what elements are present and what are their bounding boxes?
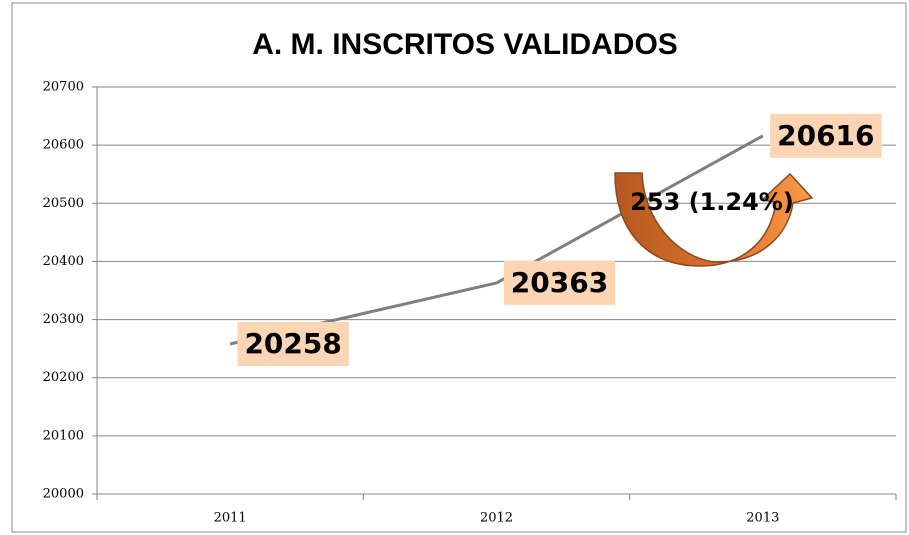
y-tick-label: 20200	[43, 370, 84, 385]
y-tick-label: 20600	[43, 138, 84, 153]
chart: A. M. INSCRITOS VALIDADOS 20000 20100 2020…	[0, 0, 909, 535]
data-label: 20616	[777, 119, 874, 152]
annotation: 253 (1.24%)	[630, 188, 794, 216]
chart-title: A. M. INSCRITOS VALIDADOS	[252, 28, 678, 61]
x-tick-label: 2011	[214, 511, 247, 526]
y-tick-label: 20100	[43, 428, 84, 443]
x-tick-label: 2012	[480, 511, 513, 526]
y-tick-label: 20700	[43, 80, 84, 95]
y-tick-label: 20000	[43, 487, 84, 502]
x-tick-label: 2013	[746, 511, 779, 526]
data-label: 20363	[511, 266, 608, 299]
y-tick-label: 20300	[43, 312, 84, 327]
data-label: 20258	[244, 327, 341, 360]
data-label-group: 20258	[237, 322, 348, 366]
data-label-group: 20616	[770, 114, 881, 158]
data-label-group: 20363	[504, 261, 615, 305]
y-tick-label: 20500	[43, 196, 84, 211]
chart-frame	[12, 3, 906, 532]
y-tick-label: 20400	[43, 254, 84, 269]
